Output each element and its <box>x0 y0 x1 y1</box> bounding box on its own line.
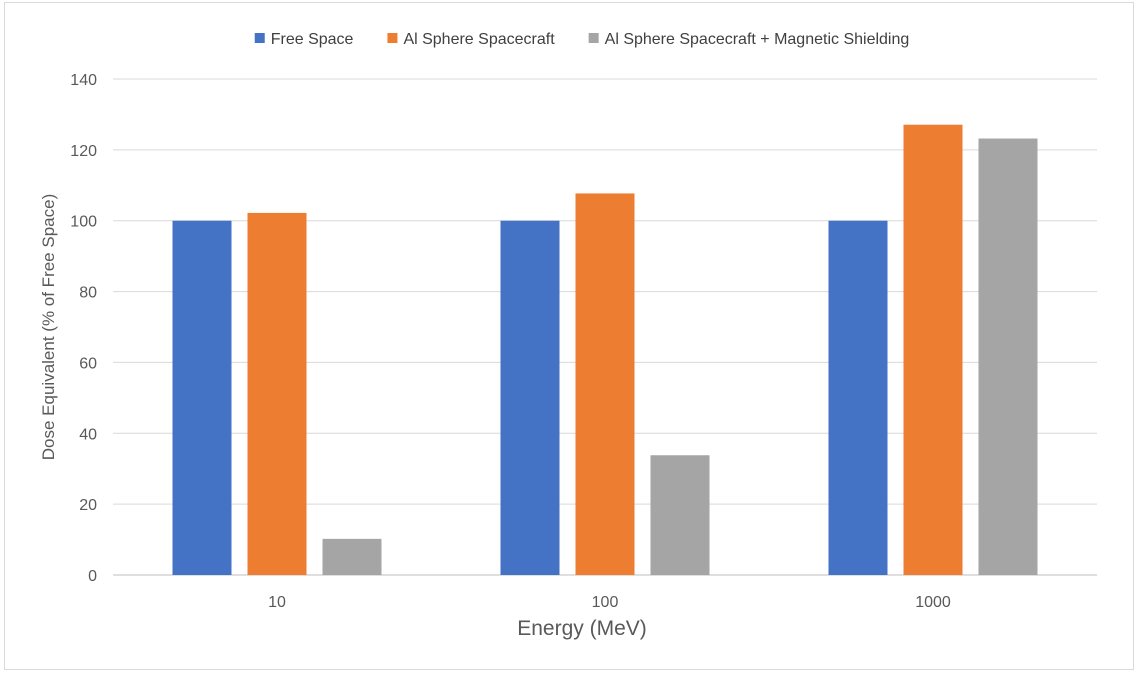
legend-label: Free Space <box>271 31 354 48</box>
bar <box>172 220 232 575</box>
y-tick-label: 120 <box>70 143 97 160</box>
legend-swatch <box>254 33 265 43</box>
y-tick-label: 0 <box>88 568 97 585</box>
legend-swatch <box>588 33 599 43</box>
bar <box>247 212 307 576</box>
legend-item: Al Sphere Spacecraft <box>387 31 555 48</box>
x-tick-label: 1000 <box>915 594 951 611</box>
y-tick-label: 60 <box>79 355 97 372</box>
x-tick-label: 10 <box>268 594 286 611</box>
bar <box>575 193 635 576</box>
x-axis-title: Energy (MeV) <box>517 617 647 640</box>
y-tick-label: 100 <box>70 214 97 231</box>
bar <box>978 138 1038 575</box>
y-tick-label: 40 <box>79 426 97 443</box>
bar <box>650 455 710 575</box>
bars <box>172 124 1038 576</box>
legend-item: Free Space <box>254 31 354 48</box>
x-tick-labels: 10 100 1000 <box>268 594 951 611</box>
bar <box>500 220 560 575</box>
y-axis-title: Dose Equivalent (% of Free Space) <box>39 194 58 460</box>
y-tick-label: 80 <box>79 285 97 302</box>
legend: Free Space Al Sphere Spacecraft Al Sphere … <box>254 31 910 48</box>
y-tick-labels: 0 20 40 60 80 100 120 140 <box>70 72 97 585</box>
legend-label: Al Sphere Spacecraft <box>403 31 555 48</box>
legend-item: Al Sphere Spacecraft + Magnetic Shieldin… <box>588 31 910 48</box>
bar <box>322 538 382 575</box>
y-tick-label: 20 <box>79 497 97 514</box>
x-tick-label: 100 <box>592 594 619 611</box>
legend-label: Al Sphere Spacecraft + Magnetic Shieldin… <box>605 31 910 48</box>
legend-swatch <box>387 33 398 43</box>
y-tick-label: 140 <box>70 72 97 89</box>
bar <box>903 124 963 576</box>
bar <box>828 220 888 575</box>
